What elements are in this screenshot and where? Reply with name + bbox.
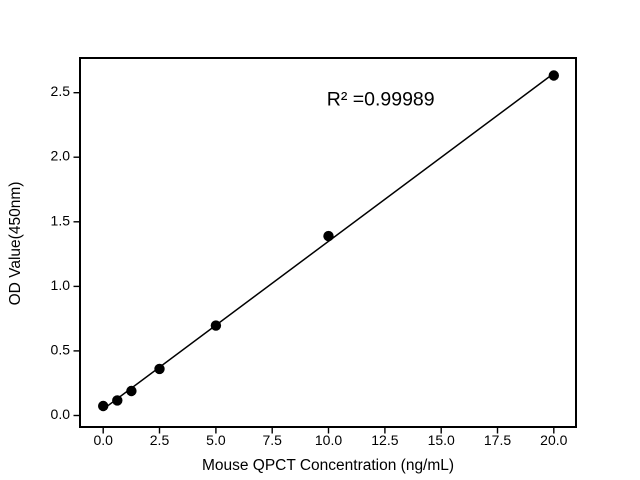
svg-text:5.0: 5.0 — [206, 432, 226, 448]
svg-text:Mouse QPCT Concentration (ng/m: Mouse QPCT Concentration (ng/mL) — [202, 457, 454, 474]
svg-text:1.5: 1.5 — [51, 212, 71, 228]
svg-text:0.5: 0.5 — [51, 341, 71, 357]
svg-text:12.5: 12.5 — [371, 432, 398, 448]
svg-text:10.0: 10.0 — [315, 432, 342, 448]
svg-text:2.5: 2.5 — [51, 83, 71, 99]
svg-text:1.0: 1.0 — [51, 277, 71, 293]
svg-text:7.5: 7.5 — [262, 432, 282, 448]
svg-text:2.5: 2.5 — [150, 432, 170, 448]
svg-text:17.5: 17.5 — [484, 432, 511, 448]
svg-text:15.0: 15.0 — [428, 432, 455, 448]
svg-text:0.0: 0.0 — [51, 406, 71, 422]
svg-text:2.0: 2.0 — [51, 148, 71, 164]
svg-text:R² =0.99989: R² =0.99989 — [327, 89, 435, 111]
svg-text:0.0: 0.0 — [93, 432, 113, 448]
svg-text:20.0: 20.0 — [540, 432, 567, 448]
svg-text:OD Value(450nm): OD Value(450nm) — [7, 182, 24, 306]
